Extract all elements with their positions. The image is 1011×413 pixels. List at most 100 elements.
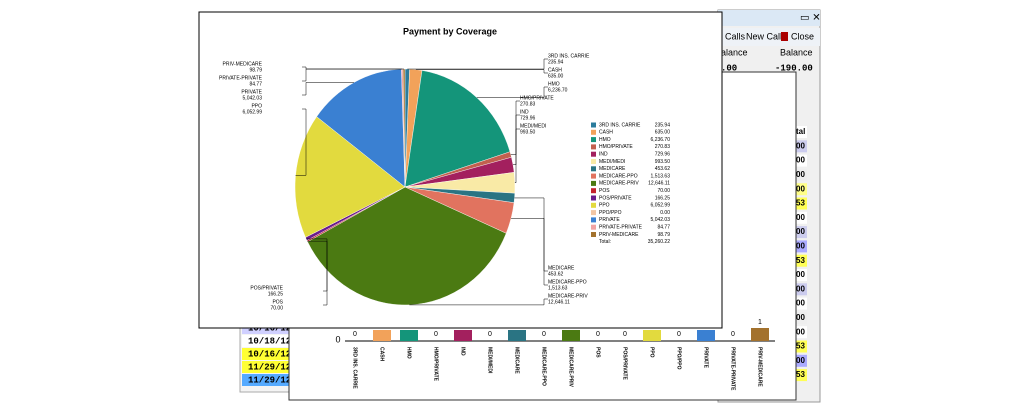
legend-label: IND <box>599 152 608 158</box>
legend-value: 993.50 <box>655 159 671 165</box>
callout-name: POS/PRIVATE <box>250 285 283 291</box>
x-tick-label: MEDICARE-PPO <box>541 347 547 386</box>
bar <box>508 330 526 341</box>
cell <box>795 154 807 167</box>
legend-value: 270.83 <box>655 144 671 150</box>
close-button[interactable]: Close <box>791 31 814 41</box>
cell <box>795 140 807 153</box>
callout-name: HMO <box>548 81 560 87</box>
bar-label: 0 <box>353 331 357 338</box>
bar-label: 0 <box>596 331 600 338</box>
cell <box>795 254 807 267</box>
leader <box>514 128 520 183</box>
legend-value: 1,513.63 <box>651 173 671 179</box>
legend-value: 6,236.70 <box>651 137 671 143</box>
bar-label: 1 <box>758 319 762 326</box>
bar <box>400 330 418 341</box>
cell <box>795 168 807 181</box>
leader <box>476 86 548 98</box>
callout-name: IND <box>520 109 529 115</box>
close-icon <box>781 32 788 41</box>
cell <box>795 183 807 196</box>
legend-total-label: Total: <box>599 239 611 245</box>
callout-name: MEDICARE <box>548 265 575 271</box>
right-cell: tal <box>796 127 805 136</box>
bar-label: 0 <box>731 331 735 338</box>
legend-swatch <box>591 188 596 194</box>
callout-value: 166.25 <box>268 291 284 297</box>
legend-swatch <box>591 173 596 179</box>
legend-label: PRIVATE-PRIVATE <box>599 225 643 231</box>
date: 11/29/12 <box>248 375 291 385</box>
callout-name: MEDICARE-PRIV <box>548 293 588 299</box>
legend-label: MEDI/MEDI <box>599 159 625 165</box>
leader <box>415 69 548 74</box>
callout-value: 70.00 <box>270 305 283 311</box>
legend-swatch <box>591 210 596 216</box>
callout-name: CASH <box>548 67 562 73</box>
right-cell: 00 <box>796 227 805 236</box>
balance-header: Balance <box>780 47 813 57</box>
x-tick-label: HMO <box>406 347 412 359</box>
legend-label: POS/PRIVATE <box>599 195 632 201</box>
callout-value: 270.83 <box>520 101 536 107</box>
balance-header: alance <box>721 47 748 57</box>
callout-value: 98.79 <box>249 67 262 73</box>
pie-slice <box>307 186 507 306</box>
right-cell: 53 <box>796 199 805 208</box>
leader <box>407 58 548 70</box>
x-tick-label: HMO/PRIVATE <box>433 347 439 382</box>
x-tick-label: PPO/PPO <box>676 347 682 370</box>
callout-value: 84.77 <box>249 81 262 87</box>
x-tick-label: PRIVATE <box>703 347 709 369</box>
right-cell: 00 <box>796 156 805 165</box>
legend-label: MEDICARE-PRIV <box>599 181 639 187</box>
toolbar <box>718 28 820 46</box>
date-cell <box>242 335 290 347</box>
bar <box>643 330 661 341</box>
callout-value: 5,042.03 <box>243 95 263 101</box>
date: 10/18/12 <box>248 336 291 346</box>
legend-value: 635.00 <box>655 130 671 136</box>
date: 11/29/12 <box>248 362 291 372</box>
legend-total: 35,260.22 <box>648 239 670 245</box>
calls-button[interactable]: Calls <box>725 31 746 41</box>
legend-label: PPO/PPO <box>599 210 622 216</box>
legend-label: PPO <box>599 203 610 209</box>
legend-swatch <box>591 166 596 172</box>
cell <box>795 354 807 367</box>
legend-value: 166.25 <box>655 195 671 201</box>
new-call-button[interactable]: New Call <box>746 31 782 41</box>
y-tick-label: 0 <box>335 334 340 344</box>
x-tick-label: CASH <box>379 347 385 362</box>
date: 10/16/12 <box>248 349 291 359</box>
callout-value: 6,236.70 <box>548 87 568 93</box>
callout-name: POS <box>272 299 283 305</box>
callout-name: PPO <box>251 103 262 109</box>
cell <box>795 226 807 239</box>
right-cell: 53 <box>796 342 805 351</box>
balance-cell: .00 <box>721 63 737 73</box>
legend-label: 3RD INS. CARRIE <box>599 122 641 128</box>
min-button[interactable]: ▭ ✕ <box>800 13 821 24</box>
bar-label: 0 <box>488 331 492 338</box>
legend-value: 12,646.11 <box>648 181 670 187</box>
x-tick-label: 3RD INS. CARRIE <box>352 347 358 389</box>
legend-label: POS <box>599 188 610 194</box>
right-cell: 00 <box>796 170 805 179</box>
x-tick-label: POS <box>595 347 601 358</box>
right-cell: 00 <box>796 327 805 336</box>
callout-value: 6,052.99 <box>243 109 263 115</box>
legend-label: CASH <box>599 130 613 136</box>
cell <box>795 269 807 281</box>
x-tick-label: MEDI/MEDI <box>487 347 493 374</box>
cell <box>795 369 807 382</box>
balance-cell: -190.00 <box>775 63 813 73</box>
legend-swatch <box>591 144 596 150</box>
right-cell: 00 <box>796 270 805 279</box>
bar-label: 0 <box>677 331 681 338</box>
leader <box>295 108 307 176</box>
legend-value: 729.96 <box>655 152 671 158</box>
x-tick-label: PRIV-MEDICARE <box>757 347 763 387</box>
legend-swatch <box>591 129 596 135</box>
